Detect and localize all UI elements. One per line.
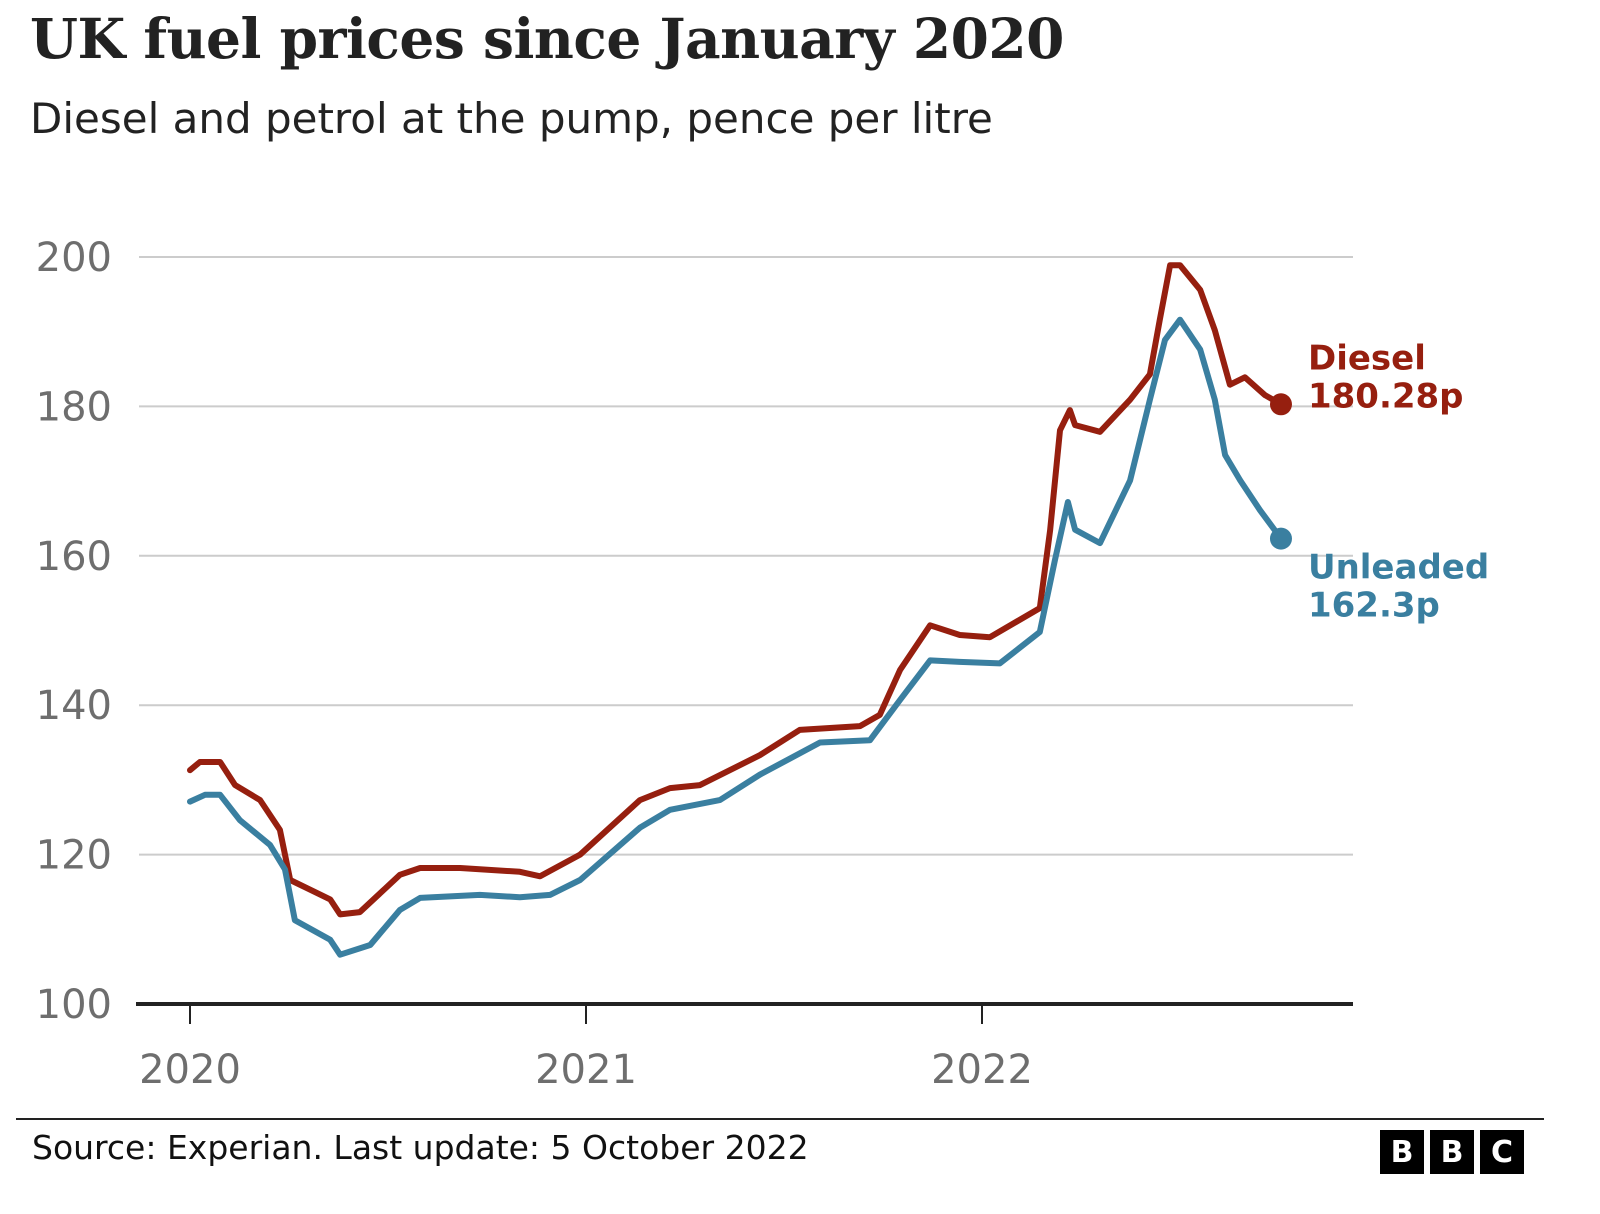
series-label-name: Diesel	[1308, 338, 1426, 378]
line-chart: 100 120 140 160 180 200 2020 2021 2022 Diesel180…	[36, 235, 1490, 1093]
source-note: Source: Experian. Last update: 5 October…	[32, 1128, 809, 1167]
bbc-logo-letter: B	[1430, 1130, 1474, 1174]
y-tick-label: 200	[36, 235, 112, 281]
x-tick-label: 2021	[535, 1047, 637, 1093]
footer-divider	[16, 1118, 1544, 1120]
y-tick-label: 180	[36, 384, 112, 430]
chart-subtitle: Diesel and petrol at the pump, pence per…	[30, 94, 993, 143]
bbc-logo-letter: C	[1480, 1130, 1524, 1174]
bbc-logo: B B C	[1380, 1130, 1524, 1174]
end-point-unleaded	[1269, 527, 1292, 550]
x-tick-label: 2020	[139, 1047, 241, 1093]
y-tick-label: 160	[36, 534, 112, 580]
y-tick-label: 120	[36, 833, 112, 879]
series-line-diesel	[187, 262, 1284, 918]
series-label-name: Unleaded	[1308, 548, 1489, 588]
bbc-logo-letter: B	[1380, 1130, 1424, 1174]
series-label-value: 180.28p	[1308, 376, 1464, 416]
series-line-unleaded	[187, 316, 1284, 958]
y-tick-label: 140	[36, 683, 112, 729]
y-tick-label: 100	[36, 982, 112, 1028]
end-point-diesel	[1269, 393, 1292, 416]
x-tick-label: 2022	[931, 1047, 1033, 1093]
series-label-value: 162.3p	[1308, 586, 1440, 626]
chart-title: UK fuel prices since January 2020	[30, 6, 1064, 71]
